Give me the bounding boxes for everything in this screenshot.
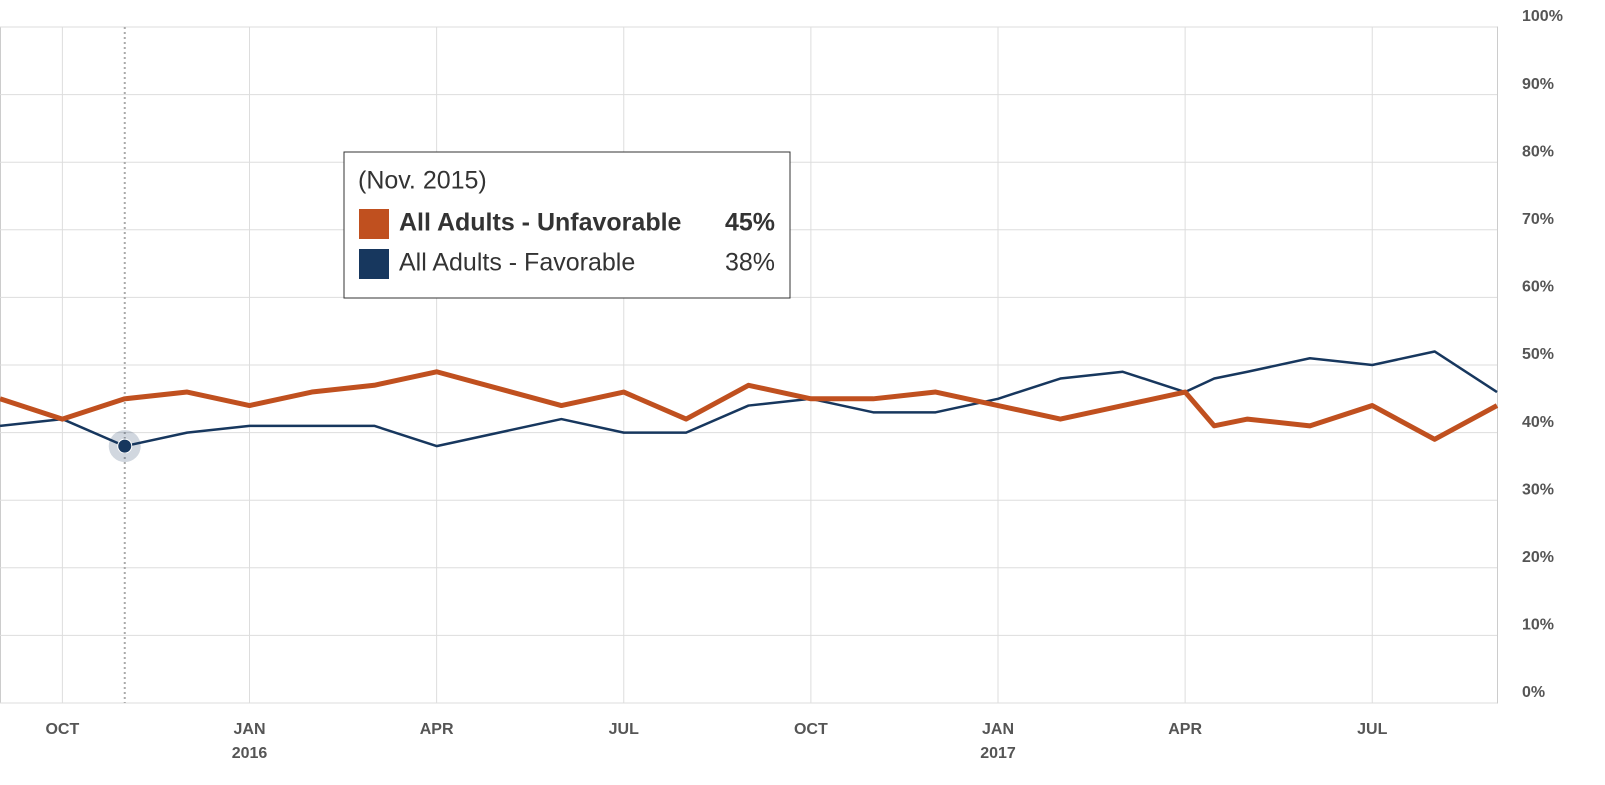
y-tick-label: 30% (1522, 481, 1554, 498)
x-tick-label: OCT (45, 721, 79, 738)
series-line (0, 369, 1499, 442)
y-tick-label: 70% (1522, 211, 1554, 228)
y-tick-label: 10% (1522, 617, 1554, 634)
tooltip: (Nov. 2015) All Adults - Unfavorable 45% Al… (343, 151, 791, 299)
y-tick-label: 50% (1522, 346, 1554, 363)
tooltip-swatch (359, 249, 389, 279)
tooltip-box (343, 151, 791, 299)
y-tick-label: 60% (1522, 279, 1554, 296)
x-tick-sublabel: 2017 (980, 745, 1016, 762)
y-tick-label: 0% (1522, 684, 1545, 701)
x-tick-sublabel: 2016 (232, 745, 268, 762)
x-tick-label: APR (420, 721, 454, 738)
y-tick-label: 20% (1522, 549, 1554, 566)
y-tick-label: 90% (1522, 76, 1554, 93)
tooltip-title: (Nov. 2015) (358, 167, 487, 195)
tooltip-swatch (359, 209, 389, 239)
tooltip-name: All Adults - Unfavorable (399, 209, 682, 237)
tooltip-value: 38% (725, 249, 775, 277)
x-tick-label: JUL (609, 721, 639, 738)
x-tick-label: JAN (982, 721, 1014, 738)
y-tick-label: 80% (1522, 143, 1554, 160)
y-tick-label: 100% (1522, 8, 1563, 25)
tooltip-value: 45% (725, 209, 775, 237)
y-tick-label: 40% (1522, 414, 1554, 431)
x-tick-label: OCT (794, 721, 828, 738)
x-tick-label: JAN (233, 721, 265, 738)
x-tick-label: JUL (1357, 721, 1387, 738)
hover-point (117, 438, 133, 454)
tooltip-name: All Adults - Favorable (399, 249, 635, 277)
x-tick-label: APR (1168, 721, 1202, 738)
